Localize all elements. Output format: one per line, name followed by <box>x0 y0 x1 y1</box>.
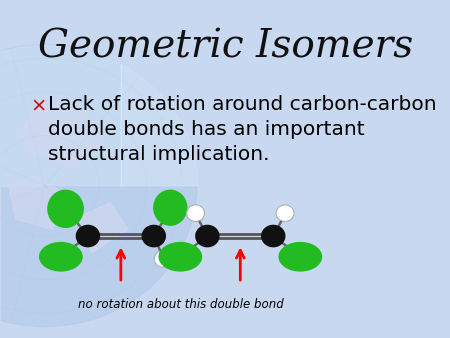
Text: no rotation about this double bond: no rotation about this double bond <box>78 298 284 311</box>
Circle shape <box>261 225 285 247</box>
Circle shape <box>76 225 100 247</box>
Polygon shape <box>9 176 67 230</box>
Ellipse shape <box>279 243 321 271</box>
Circle shape <box>0 45 197 327</box>
Polygon shape <box>74 202 128 253</box>
Ellipse shape <box>154 190 187 225</box>
Ellipse shape <box>159 243 202 271</box>
Circle shape <box>187 205 205 221</box>
Circle shape <box>142 225 166 247</box>
Circle shape <box>276 205 294 221</box>
Ellipse shape <box>40 243 82 271</box>
Polygon shape <box>19 102 103 169</box>
Circle shape <box>195 225 220 247</box>
Text: Lack of rotation around carbon-carbon
double bonds has an important
structural i: Lack of rotation around carbon-carbon do… <box>49 95 437 164</box>
Ellipse shape <box>48 190 83 227</box>
Text: ⨯: ⨯ <box>30 95 47 114</box>
Text: Geometric Isomers: Geometric Isomers <box>38 28 414 65</box>
Circle shape <box>154 251 172 267</box>
